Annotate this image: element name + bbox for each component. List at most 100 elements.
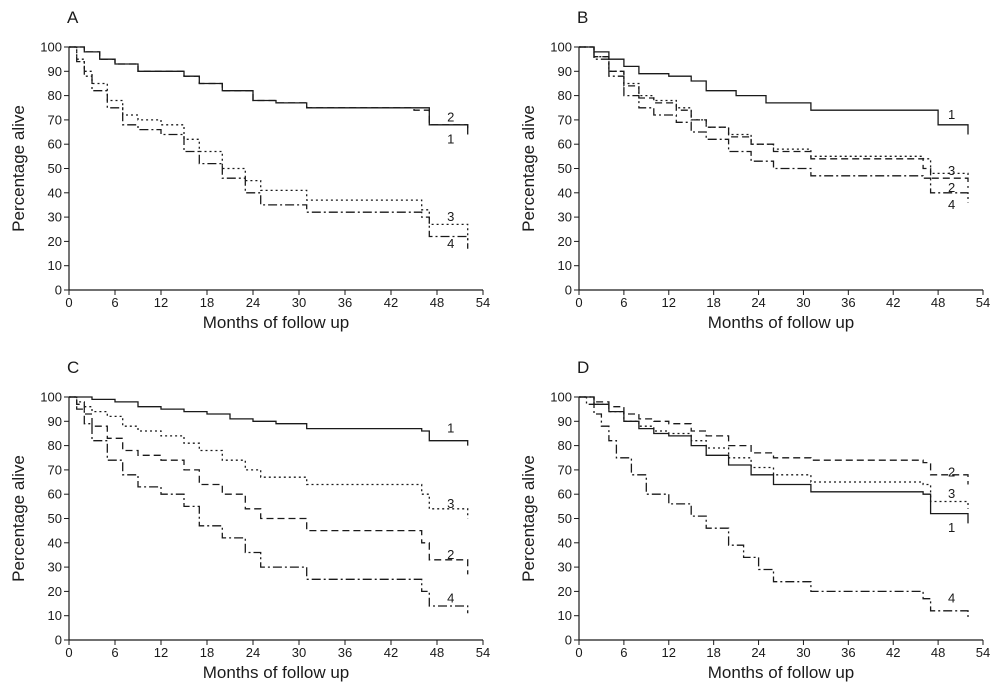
panel-label: D (577, 358, 589, 377)
survival-curve-4 (69, 46, 469, 249)
curve-number-label: 3 (447, 209, 454, 224)
y-tick-label: 50 (558, 511, 572, 526)
y-axis-title: Percentage alive (9, 105, 28, 232)
y-tick-label: 90 (558, 64, 572, 79)
curve-number-label: 1 (948, 520, 955, 535)
y-tick-label: 90 (48, 64, 62, 79)
x-tick-label: 0 (575, 645, 582, 660)
x-tick-label: 24 (751, 645, 765, 660)
y-tick-label: 10 (48, 258, 62, 273)
y-tick-label: 40 (48, 535, 62, 550)
y-tick-label: 60 (48, 137, 62, 152)
x-tick-label: 0 (65, 645, 72, 660)
survival-curve-4 (579, 396, 969, 619)
y-tick-label: 80 (48, 88, 62, 103)
x-tick-label: 0 (575, 295, 582, 310)
y-tick-label: 80 (558, 88, 572, 103)
y-tick-label: 100 (40, 390, 62, 405)
curve-number-label: 4 (948, 197, 955, 212)
y-tick-label: 20 (558, 584, 572, 599)
survival-curve-2 (69, 46, 469, 132)
x-tick-label: 36 (338, 645, 352, 660)
y-tick-label: 90 (48, 414, 62, 429)
x-tick-label: 48 (430, 295, 444, 310)
curve-number-label: 3 (948, 486, 955, 501)
survival-curve-4 (69, 396, 469, 614)
x-tick-label: 30 (292, 295, 306, 310)
panel-label: C (67, 358, 79, 377)
y-tick-label: 0 (565, 283, 572, 298)
y-tick-label: 70 (48, 112, 62, 127)
survival-curve-3 (69, 396, 469, 519)
x-tick-label: 30 (292, 645, 306, 660)
y-tick-label: 80 (48, 438, 62, 453)
curve-number-label: 3 (948, 163, 955, 178)
survival-curve-1 (579, 396, 969, 524)
y-tick-label: 0 (55, 283, 62, 298)
y-tick-label: 20 (558, 234, 572, 249)
y-tick-label: 20 (48, 584, 62, 599)
x-tick-label: 18 (200, 295, 214, 310)
y-tick-label: 30 (48, 560, 62, 575)
y-tick-label: 30 (558, 560, 572, 575)
x-tick-label: 54 (476, 645, 490, 660)
curve-number-label: 3 (447, 496, 454, 511)
x-tick-label: 24 (751, 295, 765, 310)
curve-number-label: 4 (447, 236, 454, 251)
survival-curve-3 (69, 46, 469, 242)
x-axis-title: Months of follow up (203, 313, 349, 332)
survival-curve-2 (69, 396, 469, 575)
x-tick-label: 42 (886, 295, 900, 310)
y-tick-label: 50 (558, 161, 572, 176)
survival-curve-3 (579, 46, 969, 179)
x-tick-label: 54 (976, 295, 990, 310)
x-tick-label: 48 (931, 295, 945, 310)
y-tick-label: 0 (55, 633, 62, 648)
x-tick-label: 18 (200, 645, 214, 660)
curve-number-label: 4 (948, 591, 955, 606)
x-tick-label: 12 (154, 295, 168, 310)
x-tick-label: 12 (662, 295, 676, 310)
curve-number-label: 1 (447, 421, 454, 436)
x-tick-label: 30 (796, 295, 810, 310)
x-tick-label: 48 (931, 645, 945, 660)
y-tick-label: 50 (48, 511, 62, 526)
x-tick-label: 30 (796, 645, 810, 660)
y-tick-label: 10 (558, 258, 572, 273)
y-tick-label: 60 (48, 487, 62, 502)
x-tick-label: 54 (976, 645, 990, 660)
curve-number-label: 2 (447, 547, 454, 562)
curve-number-label: 1 (948, 107, 955, 122)
y-tick-label: 40 (48, 185, 62, 200)
curve-number-label: 1 (447, 131, 454, 146)
x-tick-label: 12 (662, 645, 676, 660)
y-tick-label: 30 (558, 210, 572, 225)
x-tick-label: 12 (154, 645, 168, 660)
survival-curve-1 (69, 396, 469, 446)
y-tick-label: 10 (48, 608, 62, 623)
y-tick-label: 10 (558, 608, 572, 623)
y-tick-label: 70 (558, 112, 572, 127)
x-axis-title: Months of follow up (708, 313, 854, 332)
y-tick-label: 60 (558, 487, 572, 502)
survival-curve-3 (579, 396, 969, 509)
curve-number-label: 4 (447, 591, 454, 606)
y-tick-label: 40 (558, 535, 572, 550)
panel-label: A (67, 8, 79, 27)
x-tick-label: 24 (246, 295, 260, 310)
y-tick-label: 50 (48, 161, 62, 176)
y-axis-title: Percentage alive (519, 455, 538, 582)
x-tick-label: 18 (706, 645, 720, 660)
y-tick-label: 70 (558, 462, 572, 477)
x-tick-label: 36 (841, 645, 855, 660)
y-axis-title: Percentage alive (9, 455, 28, 582)
curve-number-label: 2 (948, 180, 955, 195)
x-tick-label: 36 (841, 295, 855, 310)
x-tick-label: 6 (620, 645, 627, 660)
x-tick-label: 42 (384, 295, 398, 310)
curve-number-label: 2 (948, 464, 955, 479)
